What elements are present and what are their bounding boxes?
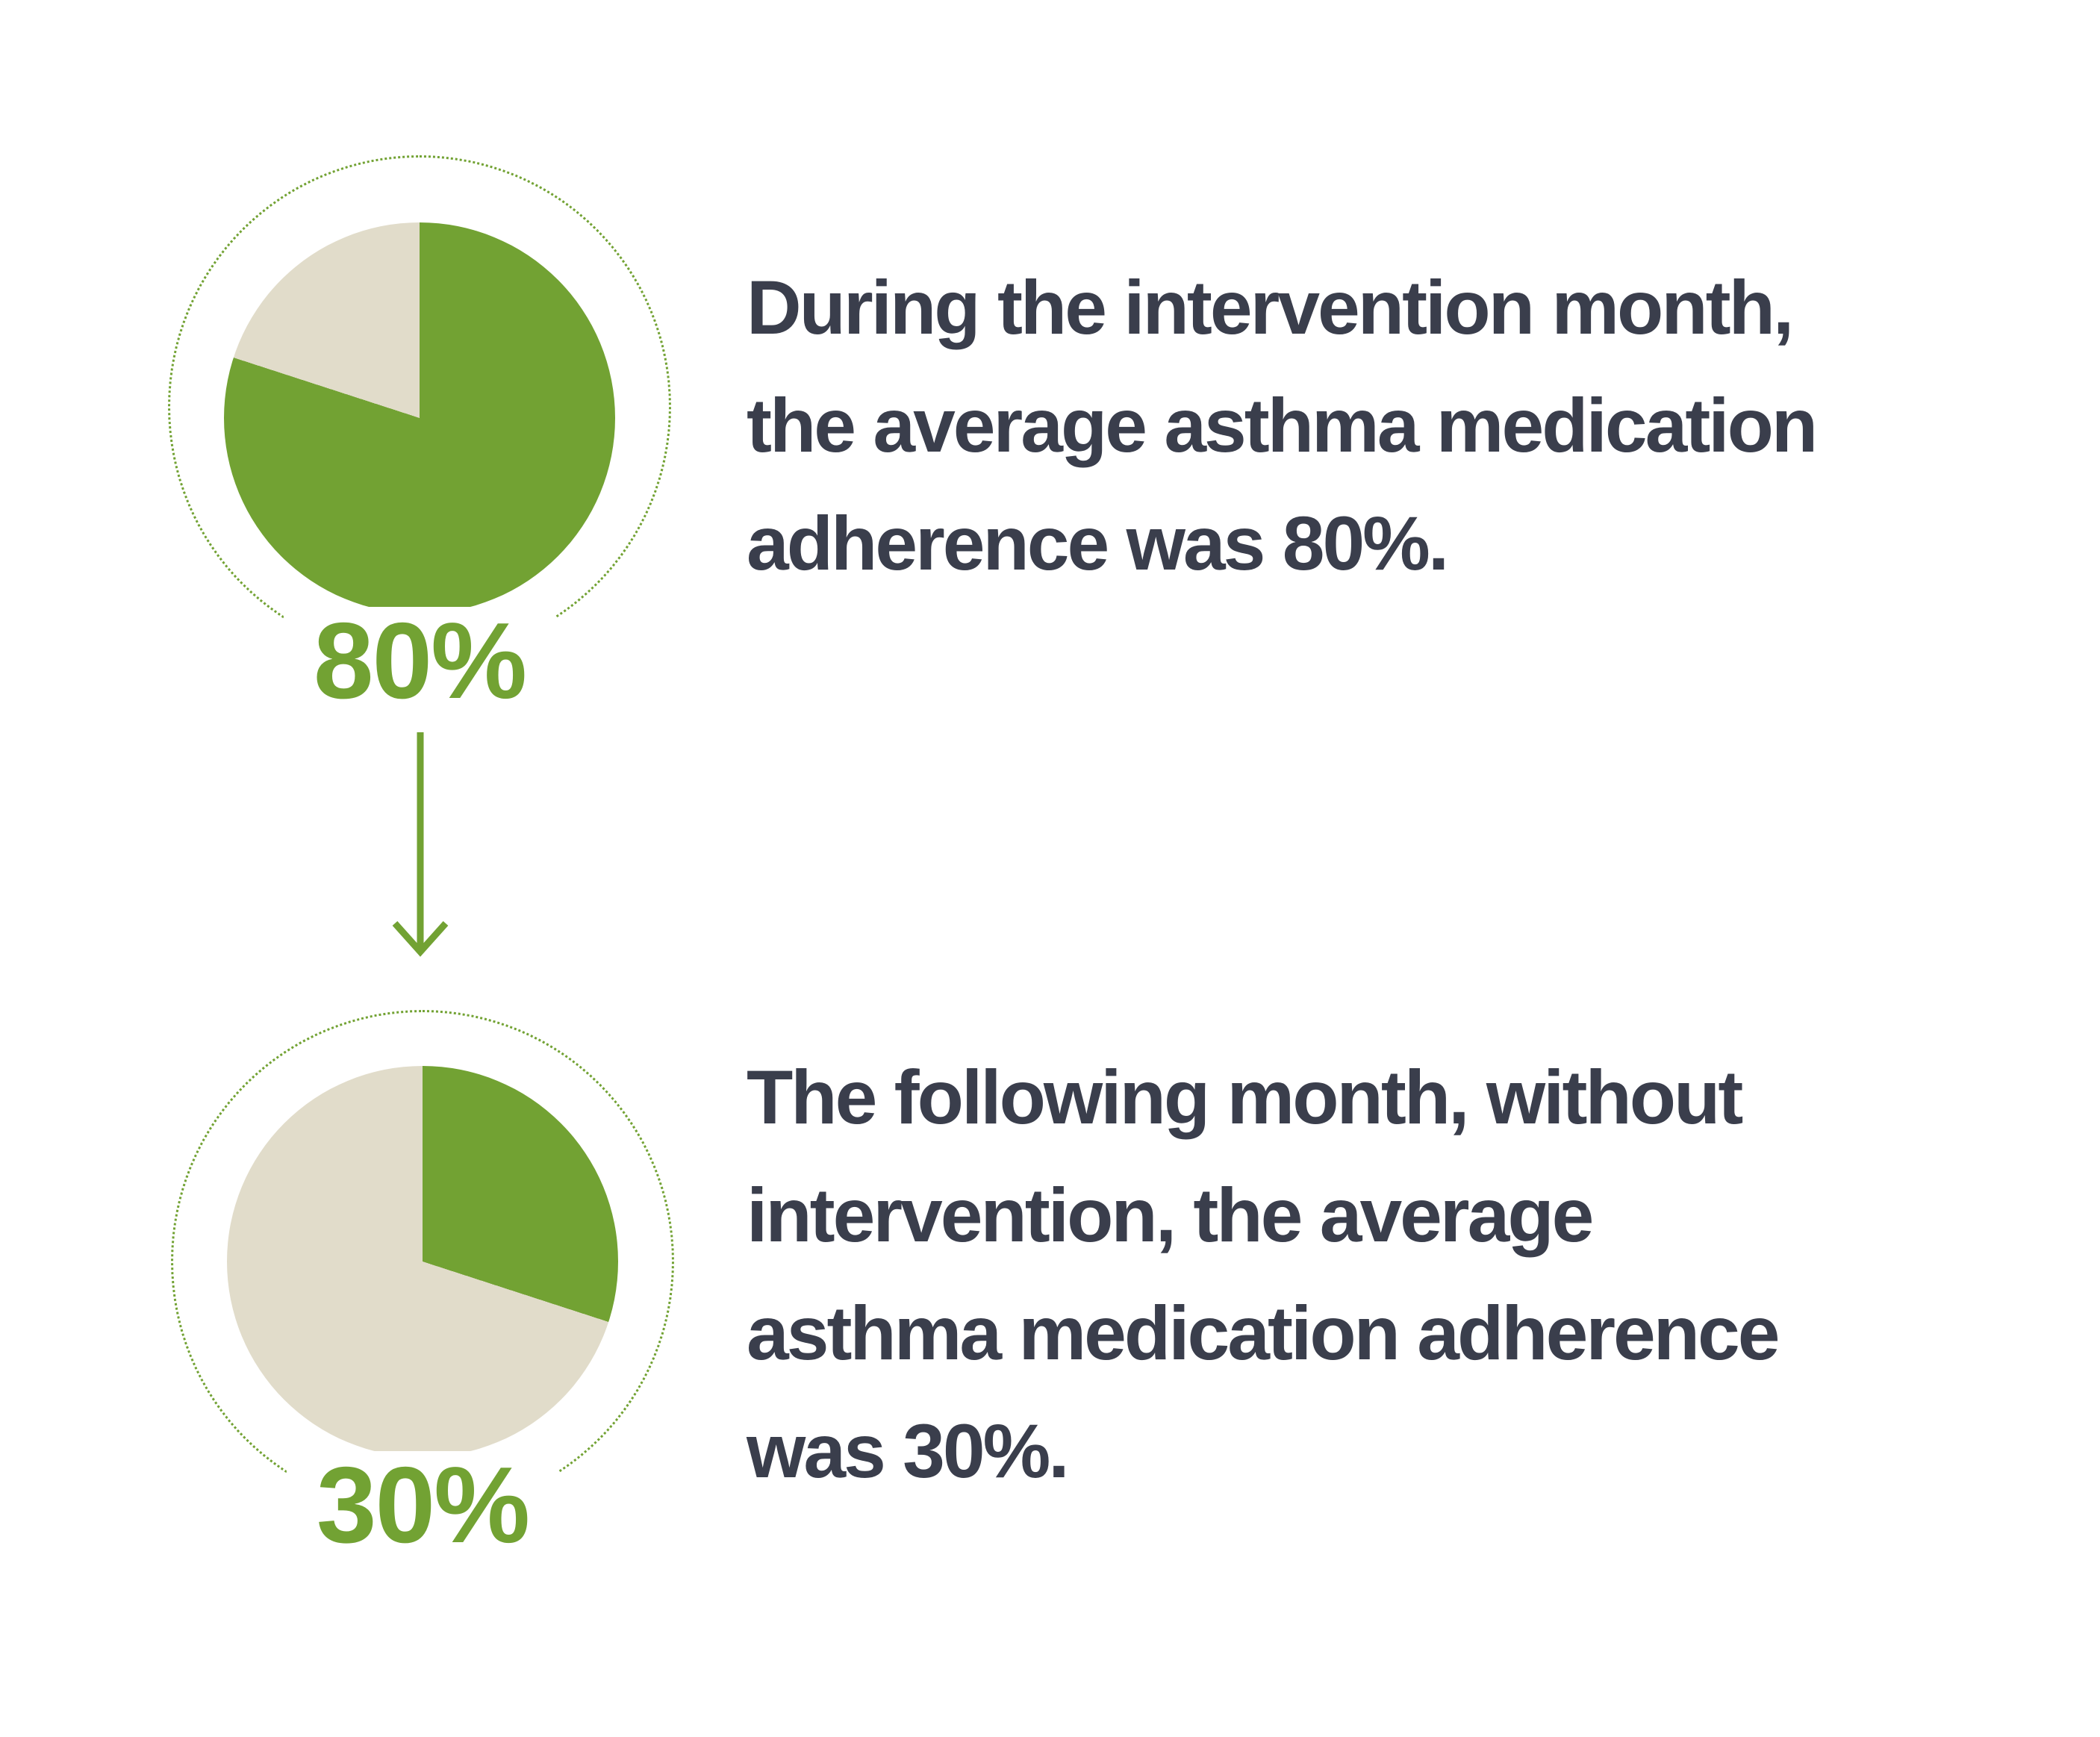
pie-center-label-80: 80% (283, 607, 556, 715)
pie-center-label-30: 30% (286, 1451, 559, 1559)
pie-chart-adherence-30 (227, 1066, 618, 1457)
caption-intervention-month: During the intervention month, the avera… (747, 265, 1818, 586)
down-arrow-icon (392, 732, 449, 957)
pie-chart-adherence-80 (224, 222, 615, 614)
caption-following-month: The following month, without interventio… (747, 1055, 1780, 1494)
